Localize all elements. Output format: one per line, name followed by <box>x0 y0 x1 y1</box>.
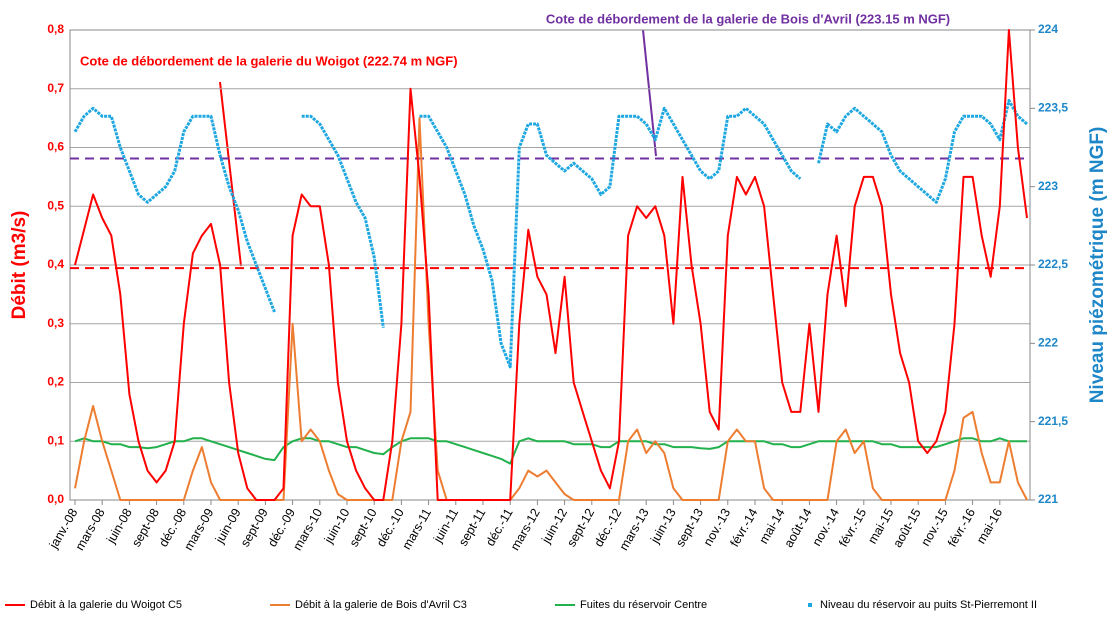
y2-tick-label: 224 <box>1038 22 1058 36</box>
y2-tick-label: 221,5 <box>1038 414 1068 428</box>
y2-tick-label: 222,5 <box>1038 257 1068 271</box>
y-tick-label: 0,5 <box>47 198 64 212</box>
series-line <box>74 29 1028 501</box>
y2-tick-label: 221 <box>1038 492 1058 506</box>
x-tick-label: févr.-16 <box>945 506 978 549</box>
x-tick-label: févr.-14 <box>727 506 760 549</box>
legend-label: Débit à la galerie du Woigot C5 <box>30 599 182 611</box>
y-tick-label: 0,0 <box>47 492 64 506</box>
legend-label: Fuites du réservoir Centre <box>580 599 707 611</box>
y-tick-label: 0,7 <box>47 81 64 95</box>
annotation: Cote de débordement de la galerie de Boi… <box>546 11 950 26</box>
y2-tick-label: 223 <box>1038 179 1058 193</box>
y-tick-label: 0,6 <box>47 140 64 154</box>
annotation-pointer <box>219 81 242 267</box>
y-tick-label: 0,1 <box>47 433 64 447</box>
annotation: Cote de débordement de la galerie du Woi… <box>80 53 458 68</box>
x-tick-label: févr.-15 <box>836 506 869 549</box>
annotation-pointer <box>642 29 657 157</box>
y-axis-title: Débit (m3/s) <box>9 211 30 320</box>
y-tick-label: 0,3 <box>47 316 64 330</box>
y-tick-label: 0,8 <box>47 22 64 36</box>
legend-marker <box>808 603 812 607</box>
y2-tick-label: 223,5 <box>1038 101 1068 115</box>
series-line <box>74 117 1028 501</box>
y2-axis-title: Niveau piézométrique (m NGF) <box>1087 127 1108 404</box>
legend-label: Niveau du réservoir au puits St-Pierremo… <box>820 599 1037 611</box>
series-line <box>73 99 1028 369</box>
y-tick-label: 0,2 <box>47 375 64 389</box>
plot-frame <box>69 29 1031 501</box>
series-line <box>74 437 1027 465</box>
legend-label: Débit à la galerie de Bois d'Avril C3 <box>295 599 467 611</box>
y2-tick-label: 222 <box>1038 336 1058 350</box>
x-tick-label: mai-16 <box>974 506 1005 546</box>
y-tick-label: 0,4 <box>47 257 64 271</box>
